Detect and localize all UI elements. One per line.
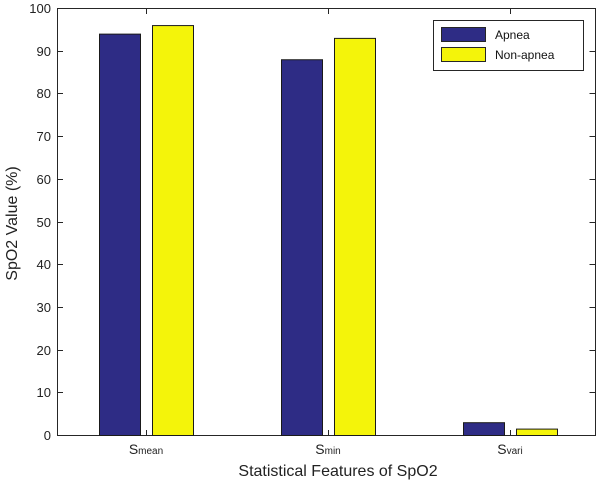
y-tick-label: 0: [44, 428, 51, 443]
x-axis: Smean Smin Svari: [129, 8, 523, 457]
y-tick-label: 40: [37, 257, 51, 272]
x-axis-title: Statistical Features of SpO2: [238, 463, 437, 480]
plot-area: [57, 8, 596, 436]
y-tick-label: 30: [37, 300, 51, 315]
y-tick-label: 60: [37, 172, 51, 187]
y-tick-label: 80: [37, 86, 51, 101]
bar-apnea-mean: [99, 33, 141, 437]
bars-group: [99, 25, 558, 437]
y-tick-label: 100: [29, 1, 51, 16]
y-axis-title: SpO2 Value (%): [4, 166, 21, 280]
legend-swatch-non-apnea: [441, 47, 486, 62]
legend: Apnea Non-apnea: [433, 20, 584, 71]
y-tick-label: 70: [37, 129, 51, 144]
y-axis: 0 10 20 30 40 50 60 70 80 90 100: [29, 1, 596, 443]
x-tick-label-vari: Svari: [497, 441, 522, 457]
x-tick-label-min: Smin: [315, 441, 340, 457]
y-tick-label: 50: [37, 215, 51, 230]
legend-label-apnea: Apnea: [495, 28, 530, 42]
bar-non-apnea-mean: [152, 25, 194, 437]
y-tick-label: 90: [37, 44, 51, 59]
bar-non-apnea-vari: [516, 428, 558, 437]
y-tick-label: 20: [37, 343, 51, 358]
y-tick-label: 10: [37, 385, 51, 400]
bar-non-apnea-min: [334, 37, 376, 436]
x-tick-label-mean: Smean: [129, 441, 163, 457]
bar-apnea-min: [281, 59, 323, 437]
bar-apnea-vari: [463, 422, 505, 437]
legend-label-non-apnea: Non-apnea: [495, 48, 555, 62]
legend-swatch-apnea: [441, 27, 486, 42]
